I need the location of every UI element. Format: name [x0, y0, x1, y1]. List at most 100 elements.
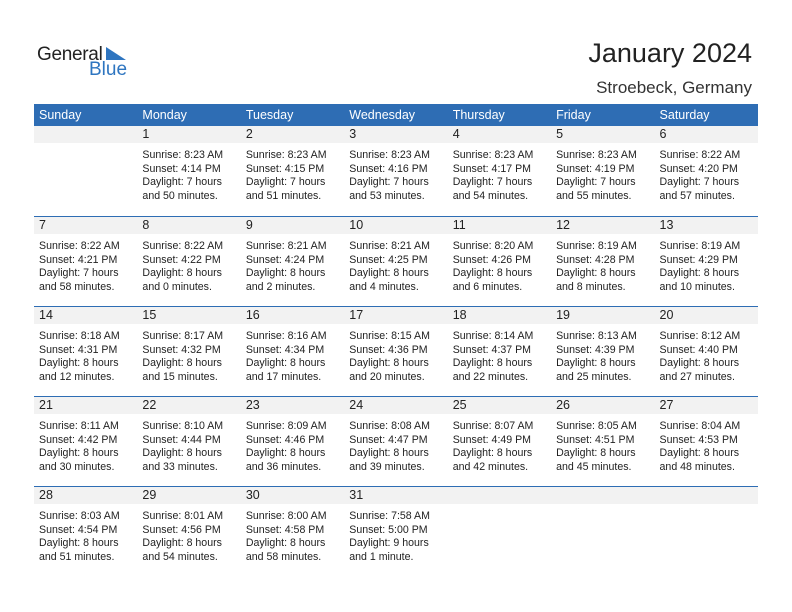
day-cell: 23 Sunrise: 8:09 AM Sunset: 4:46 PM Dayligh…: [240, 397, 345, 486]
day-number: 5: [551, 126, 655, 143]
sunset-text: Sunset: 4:31 PM: [39, 343, 118, 356]
weekday-thursday: Thursday: [452, 108, 505, 122]
daylight2-text: and 27 minutes.: [659, 370, 735, 383]
day-number: 3: [344, 126, 448, 143]
day-number: 24: [344, 397, 448, 414]
daylight1-text: Daylight: 8 hours: [452, 357, 533, 369]
sunset-text: Sunset: 4:34 PM: [245, 343, 325, 356]
sunset-text: Sunset: 4:44 PM: [142, 433, 221, 446]
week-row: 21 Sunrise: 8:11 AM Sunset: 4:42 PM Dayligh…: [34, 396, 758, 486]
day-cell: 19 Sunrise: 8:13 AM Sunset: 4:39 PM Dayligh…: [551, 307, 655, 396]
sunrise-text: Sunrise: 8:22 AM: [659, 149, 741, 161]
day-cell: 8 Sunrise: 8:22 AM Sunset: 4:22 PM Daylight…: [137, 217, 241, 306]
sunrise-text: Sunrise: 8:04 AM: [659, 420, 741, 432]
weekday-saturday: Saturday: [659, 108, 710, 122]
sunset-text: Sunset: 4:24 PM: [245, 253, 325, 266]
day-number: 18: [447, 307, 552, 324]
empty-cell: [654, 487, 758, 576]
day-number: 20: [654, 307, 758, 324]
day-number: 12: [551, 217, 655, 234]
day-number: 23: [240, 397, 345, 414]
daylight2-text: and 36 minutes.: [245, 460, 322, 473]
daylight2-text: and 50 minutes.: [142, 189, 218, 202]
sunrise-text: Sunrise: 8:21 AM: [349, 240, 430, 252]
sunrise-text: Sunrise: 8:14 AM: [452, 330, 534, 342]
daylight1-text: Daylight: 8 hours: [452, 447, 533, 459]
day-cell: 2 Sunrise: 8:23 AM Sunset: 4:15 PM Daylight…: [240, 126, 345, 216]
sunrise-text: Sunrise: 8:07 AM: [452, 420, 534, 432]
daylight2-text: and 42 minutes.: [452, 460, 529, 473]
sunrise-text: Sunrise: 8:00 AM: [245, 510, 327, 522]
day-cell: 4 Sunrise: 8:23 AM Sunset: 4:17 PM Daylight…: [447, 126, 552, 216]
sunset-text: Sunset: 4:40 PM: [659, 343, 738, 356]
sunrise-text: Sunrise: 8:13 AM: [556, 330, 637, 342]
daylight1-text: Daylight: 7 hours: [556, 176, 636, 188]
day-cell: 9 Sunrise: 8:21 AM Sunset: 4:24 PM Daylight…: [240, 217, 345, 306]
daylight1-text: Daylight: 8 hours: [142, 447, 222, 459]
day-number: [34, 126, 138, 143]
day-number: 16: [240, 307, 345, 324]
sunset-text: Sunset: 4:49 PM: [452, 433, 532, 446]
logo-text-blue: Blue: [89, 59, 128, 80]
sunrise-text: Sunrise: 8:16 AM: [245, 330, 327, 342]
weekday-tuesday: Tuesday: [245, 108, 294, 122]
sunset-text: Sunset: 5:00 PM: [349, 523, 428, 536]
day-number: 13: [654, 217, 758, 234]
day-number: 22: [137, 397, 241, 414]
day-cell: 7 Sunrise: 8:22 AM Sunset: 4:21 PM Daylight…: [34, 217, 138, 306]
daylight1-text: Daylight: 7 hours: [39, 267, 119, 279]
sunset-text: Sunset: 4:14 PM: [142, 162, 221, 175]
day-number: 7: [34, 217, 138, 234]
sunrise-text: Sunrise: 8:08 AM: [349, 420, 430, 432]
sunset-text: Sunset: 4:21 PM: [39, 253, 118, 266]
week-row: 28 Sunrise: 8:03 AM Sunset: 4:54 PM Dayligh…: [34, 486, 758, 576]
daylight2-text: and 58 minutes.: [245, 550, 322, 563]
day-number: 25: [447, 397, 552, 414]
sunrise-text: Sunrise: 8:23 AM: [349, 149, 430, 161]
sunrise-text: Sunrise: 8:22 AM: [39, 240, 120, 252]
daylight2-text: and 10 minutes.: [659, 280, 735, 293]
daylight1-text: Daylight: 8 hours: [452, 267, 533, 279]
daylight2-text: and 55 minutes.: [556, 189, 632, 202]
day-number: 9: [240, 217, 345, 234]
day-number: 11: [447, 217, 552, 234]
sunrise-text: Sunrise: 8:03 AM: [39, 510, 120, 522]
daylight1-text: Daylight: 8 hours: [142, 357, 222, 369]
daylight2-text: and 25 minutes.: [556, 370, 632, 383]
sunrise-text: Sunrise: 8:17 AM: [142, 330, 224, 342]
day-number: 15: [137, 307, 241, 324]
day-cell: 5 Sunrise: 8:23 AM Sunset: 4:19 PM Daylight…: [551, 126, 655, 216]
sunrise-text: Sunrise: 8:18 AM: [39, 330, 120, 342]
sunrise-text: Sunrise: 8:19 AM: [659, 240, 741, 252]
sunrise-text: Sunrise: 8:20 AM: [452, 240, 534, 252]
day-cell: 11 Sunrise: 8:20 AM Sunset: 4:26 PM Dayligh…: [447, 217, 552, 306]
day-number: 14: [34, 307, 138, 324]
sunrise-text: Sunrise: 8:01 AM: [142, 510, 224, 522]
sunset-text: Sunset: 4:20 PM: [659, 162, 738, 175]
daylight1-text: Daylight: 8 hours: [245, 357, 326, 369]
day-cell: 20 Sunrise: 8:12 AM Sunset: 4:40 PM Dayligh…: [654, 307, 758, 396]
empty-cell: [551, 487, 655, 576]
day-cell: 30 Sunrise: 8:00 AM Sunset: 4:58 PM Dayligh…: [240, 487, 345, 576]
daylight2-text: and 8 minutes.: [556, 280, 626, 293]
day-cell: 24 Sunrise: 8:08 AM Sunset: 4:47 PM Dayligh…: [344, 397, 448, 486]
week-row: 1 Sunrise: 8:23 AM Sunset: 4:14 PM Daylight…: [34, 126, 758, 216]
weekday-sunday: Sunday: [39, 108, 82, 122]
sunset-text: Sunset: 4:25 PM: [349, 253, 428, 266]
daylight2-text: and 0 minutes.: [142, 280, 212, 293]
day-cell: 26 Sunrise: 8:05 AM Sunset: 4:51 PM Dayligh…: [551, 397, 655, 486]
day-number: 1: [137, 126, 241, 143]
daylight1-text: Daylight: 8 hours: [349, 447, 429, 459]
day-number: 10: [344, 217, 448, 234]
day-cell: 15 Sunrise: 8:17 AM Sunset: 4:32 PM Dayligh…: [137, 307, 241, 396]
week-row: 14 Sunrise: 8:18 AM Sunset: 4:31 PM Dayligh…: [34, 306, 758, 396]
daylight1-text: Daylight: 8 hours: [39, 447, 119, 459]
daylight1-text: Daylight: 8 hours: [659, 267, 740, 279]
sunrise-text: Sunrise: 8:23 AM: [142, 149, 224, 161]
daylight2-text: and 48 minutes.: [659, 460, 735, 473]
sunset-text: Sunset: 4:32 PM: [142, 343, 221, 356]
day-cell: 10 Sunrise: 8:21 AM Sunset: 4:25 PM Dayligh…: [344, 217, 448, 306]
day-number: 27: [654, 397, 758, 414]
sunset-text: Sunset: 4:17 PM: [452, 162, 532, 175]
day-cell: 12 Sunrise: 8:19 AM Sunset: 4:28 PM Dayligh…: [551, 217, 655, 306]
